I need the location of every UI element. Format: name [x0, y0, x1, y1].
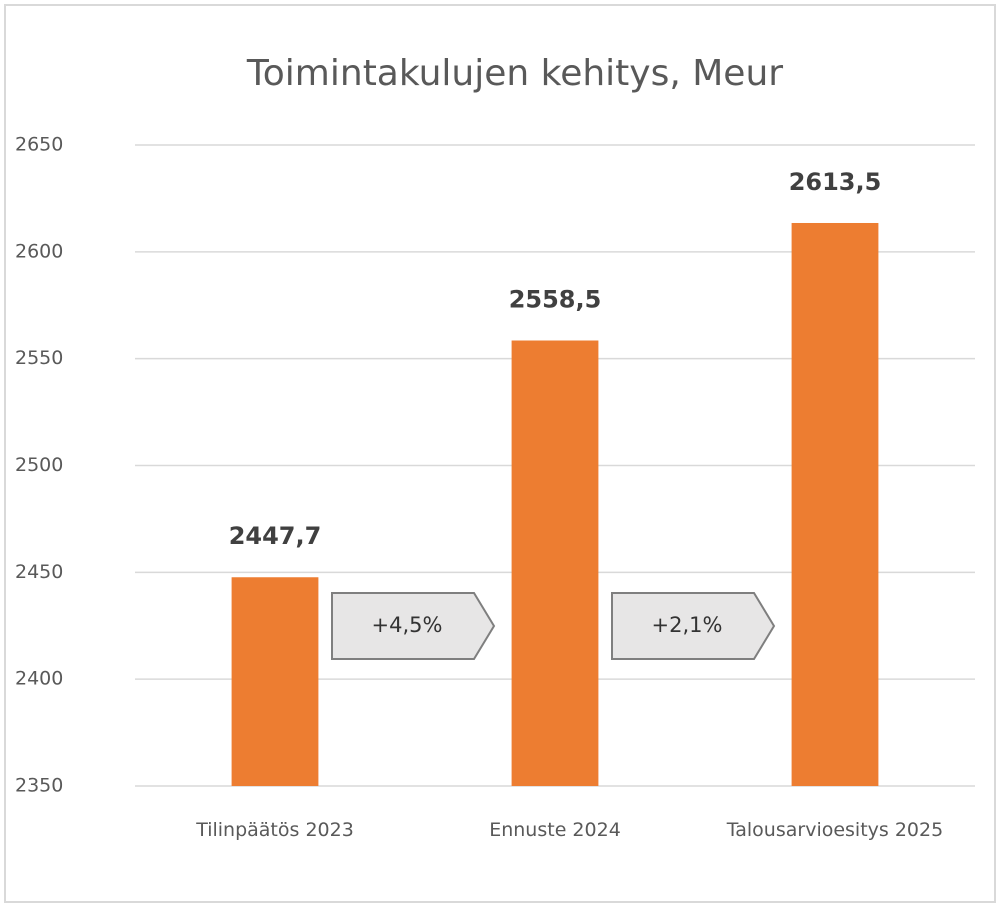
x-tick-label: Talousarvioesitys 2025: [726, 819, 944, 841]
data-label: 2447,7: [229, 522, 322, 550]
data-label: 2613,5: [789, 168, 882, 196]
y-tick-label: 2550: [15, 347, 63, 369]
chart-title: Toimintakulujen kehitys, Meur: [246, 53, 783, 94]
annotation-arrow: [611, 592, 776, 660]
x-tick-label-box: Ennuste 2024: [489, 819, 621, 841]
annotation: +2,1%: [652, 613, 723, 637]
x-tick-label-box: Tilinpäätös 2023: [196, 819, 354, 841]
y-tick-label: 2450: [15, 561, 63, 583]
y-tick-label: 2500: [15, 454, 63, 476]
annotation: +4,5%: [372, 613, 443, 637]
x-tick-label-box: Talousarvioesitys 2025: [726, 819, 944, 841]
x-tick-label: Tilinpäätös 2023: [196, 819, 354, 841]
bar: [511, 340, 599, 786]
y-tick-label: 2350: [15, 775, 63, 797]
y-tick-label: 2400: [15, 668, 63, 690]
bar: [791, 222, 879, 786]
annotation-arrow: [331, 592, 496, 660]
bar: [231, 577, 319, 786]
y-tick-label: 2600: [15, 240, 63, 262]
data-label: 2558,5: [509, 286, 602, 314]
y-tick-label: 2650: [15, 134, 63, 156]
x-tick-label: Ennuste 2024: [489, 819, 621, 841]
